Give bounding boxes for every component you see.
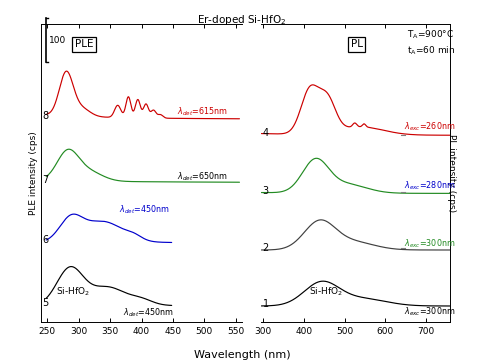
Text: $\lambda_{exc}$=300nm: $\lambda_{exc}$=300nm — [404, 305, 456, 318]
Text: Wavelength (nm): Wavelength (nm) — [194, 351, 290, 360]
Y-axis label: PLE intensity (cps): PLE intensity (cps) — [30, 131, 38, 215]
Text: 7: 7 — [43, 175, 49, 185]
Text: $\lambda_{det}$=450nm: $\lambda_{det}$=450nm — [123, 306, 174, 318]
Text: $\lambda_{exc}$=260nm: $\lambda_{exc}$=260nm — [404, 121, 456, 133]
Text: 3: 3 — [263, 186, 269, 196]
Text: $\lambda_{exc}$=280nm: $\lambda_{exc}$=280nm — [404, 180, 456, 192]
Text: $\lambda_{det}$=650nm: $\lambda_{det}$=650nm — [177, 171, 228, 183]
Text: 4: 4 — [263, 128, 269, 138]
Text: $\lambda_{det}$=450nm: $\lambda_{det}$=450nm — [119, 204, 170, 216]
Text: t$_\mathregular{A}$=60 min: t$_\mathregular{A}$=60 min — [408, 45, 456, 57]
Text: 5: 5 — [43, 297, 49, 308]
Text: $\lambda_{det}$=615nm: $\lambda_{det}$=615nm — [177, 106, 228, 118]
Text: 100: 100 — [49, 36, 66, 44]
Text: Si-HfO$_2$: Si-HfO$_2$ — [309, 286, 343, 298]
Text: 2: 2 — [263, 243, 269, 253]
Text: 1: 1 — [263, 298, 269, 309]
Text: Er-doped Si-HfO$_2$: Er-doped Si-HfO$_2$ — [197, 13, 287, 27]
Text: 6: 6 — [43, 235, 48, 245]
Text: PL: PL — [351, 39, 363, 50]
Text: $\lambda_{exc}$=300nm: $\lambda_{exc}$=300nm — [404, 238, 456, 250]
Text: T$_\mathregular{A}$=900°C: T$_\mathregular{A}$=900°C — [408, 28, 455, 41]
Text: Si-HfO$_2$: Si-HfO$_2$ — [56, 286, 90, 298]
Y-axis label: PL intensity (cps): PL intensity (cps) — [447, 134, 455, 212]
Text: PLE: PLE — [75, 39, 93, 50]
Text: 8: 8 — [43, 111, 48, 121]
